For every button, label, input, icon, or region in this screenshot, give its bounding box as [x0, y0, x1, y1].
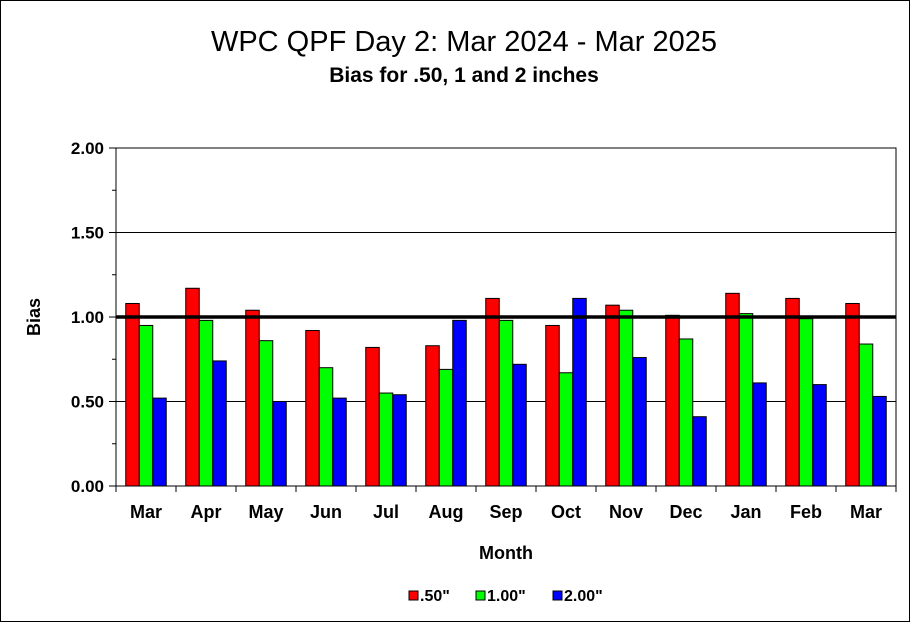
- x-tick-label: Mar: [850, 502, 882, 522]
- x-tick-label: Jan: [730, 502, 761, 522]
- bar-3-dec: [692, 416, 707, 487]
- bar-3-mar: [152, 397, 167, 487]
- x-tick-label: Aug: [429, 502, 464, 522]
- chart-title: WPC QPF Day 2: Mar 2024 - Mar 2025: [211, 26, 717, 58]
- x-tick-label: Dec: [669, 502, 702, 522]
- bar-2-may: [258, 340, 274, 487]
- bar-1-jan: [725, 292, 740, 487]
- x-tick-label: Sep: [489, 502, 522, 522]
- bar-3-oct: [572, 297, 587, 487]
- bar-2-sep: [498, 319, 514, 487]
- plot-area: 0.00 0.50 1.00 1.50 2.00 Mar Apr May Jun Jul Aug Se…: [71, 139, 897, 522]
- bar-3-sep: [512, 363, 527, 487]
- bar-3-feb: [812, 384, 827, 487]
- bar-1-mar: [845, 302, 860, 487]
- bar-1-dec: [665, 314, 680, 487]
- bar-2-feb: [798, 318, 814, 487]
- bar-2-dec: [678, 338, 694, 487]
- bar-2-mar: [138, 324, 154, 487]
- bar-3-jan: [752, 382, 767, 487]
- bar-3-may: [272, 401, 287, 487]
- y-tick-label: 2.00: [71, 139, 104, 158]
- legend: .50" 1.00" 2.00": [408, 588, 603, 605]
- legend-label: 1.00": [487, 588, 526, 605]
- bar-1-may: [245, 309, 260, 487]
- bar-2-aug: [438, 368, 454, 487]
- bar-1-sep: [485, 297, 500, 487]
- x-tick-label: Nov: [609, 502, 643, 522]
- bar-3-aug: [452, 319, 467, 487]
- legend-swatch: [552, 590, 563, 601]
- bar-1-oct: [545, 324, 560, 487]
- x-tick-label: May: [248, 502, 283, 522]
- x-axis-label: Month: [479, 543, 533, 563]
- bar-3-mar: [872, 395, 887, 487]
- legend-swatch: [475, 590, 486, 601]
- chart-subtitle: Bias for .50, 1 and 2 inches: [329, 64, 599, 87]
- x-tick-label: Mar: [130, 502, 162, 522]
- legend-label: 2.00": [564, 588, 603, 605]
- y-tick-label: 0.00: [71, 477, 104, 496]
- y-tick-label: 0.50: [71, 393, 104, 412]
- bar-2-apr: [198, 319, 214, 487]
- bar-1-jun: [305, 330, 320, 487]
- legend-label: .50": [420, 588, 450, 605]
- x-tick-label: Apr: [191, 502, 222, 522]
- bar-1-aug: [425, 345, 440, 487]
- bar-1-jul: [365, 346, 380, 487]
- bar-3-jun: [332, 397, 347, 487]
- bar-2-jul: [378, 392, 394, 487]
- x-tick-label: Feb: [790, 502, 822, 522]
- x-tick-label: Oct: [551, 502, 581, 522]
- bar-1-mar: [125, 302, 140, 487]
- y-axis-label: Bias: [24, 298, 44, 336]
- legend-swatch: [408, 590, 419, 601]
- bar-2-jan: [738, 313, 754, 487]
- y-tick-label: 1.00: [71, 308, 104, 327]
- plot-border: [115, 147, 897, 487]
- y-tick-label: 1.50: [71, 224, 104, 243]
- bar-3-nov: [632, 357, 647, 487]
- x-tick-label: Jul: [373, 502, 399, 522]
- bar-3-apr: [212, 360, 227, 487]
- bar-2-jun: [318, 367, 334, 487]
- bar-2-oct: [558, 372, 574, 487]
- bar-2-nov: [618, 309, 634, 487]
- bar-2-mar: [858, 343, 874, 487]
- bar-3-jul: [392, 394, 407, 487]
- bar-1-feb: [785, 297, 800, 487]
- x-tick-label: Jun: [310, 502, 342, 522]
- bar-1-nov: [605, 304, 620, 487]
